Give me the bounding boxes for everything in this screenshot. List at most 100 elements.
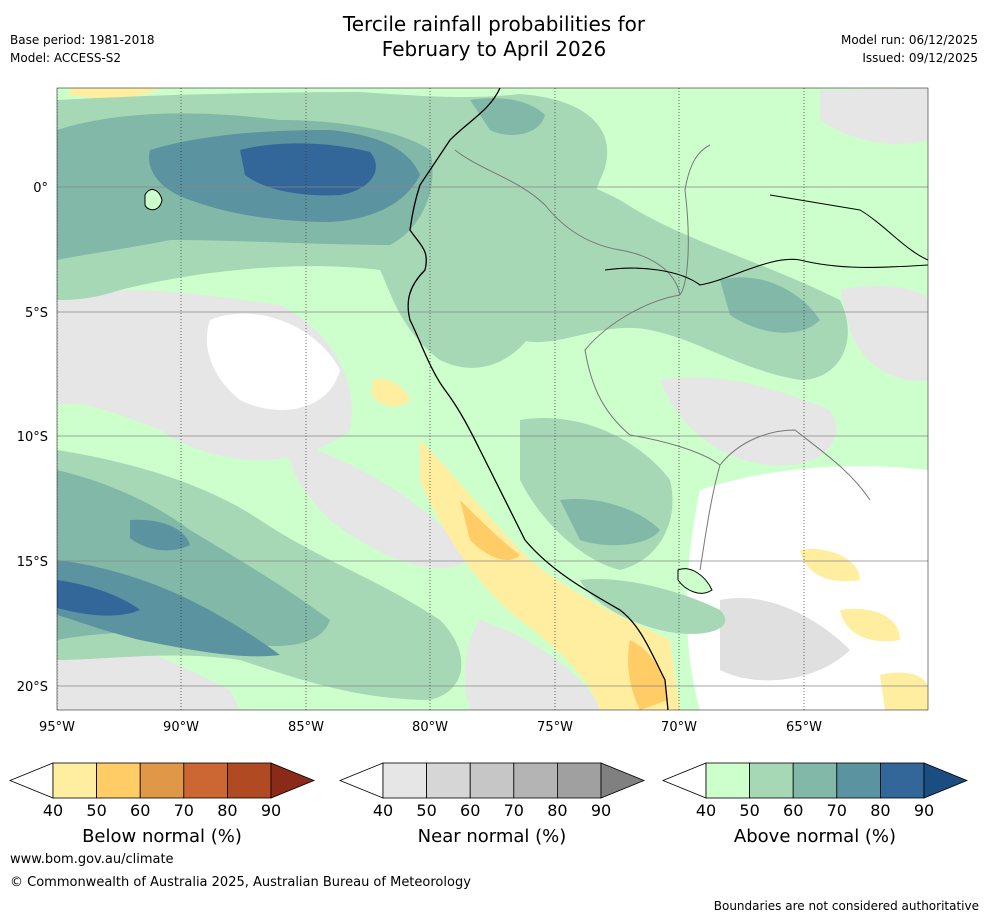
meta-right: Model run: 06/12/2025 Issued: 09/12/2025 xyxy=(841,31,978,67)
lon-label-85w: 85°W xyxy=(288,720,324,735)
colorbar-below-swatch xyxy=(52,762,97,799)
colorbar-below: 40 50 60 70 80 90 Below normal (%) xyxy=(8,762,316,847)
above-normal-region xyxy=(580,579,726,634)
lon-label-65w: 65°W xyxy=(786,720,822,735)
map-title: Tercile rainfall probabilities for Febru… xyxy=(0,12,988,62)
colorbar-near-swatch xyxy=(557,762,602,799)
colorbar-below-swatch xyxy=(183,762,228,799)
colorbar-above: 40 50 60 70 80 90 Above normal (%) xyxy=(661,762,969,847)
lat-label-5s: 5°S xyxy=(25,306,48,321)
colorbar-below-swatch xyxy=(226,762,272,799)
above-normal-region xyxy=(720,277,820,333)
colorbar-near-tick: 40 xyxy=(373,801,393,820)
above-normal-region xyxy=(560,499,660,546)
lat-label-15s: 15°S xyxy=(17,555,48,570)
colorbar-near-label: Near normal (%) xyxy=(418,826,567,847)
colorbar-above-tick: 70 xyxy=(827,801,847,820)
colorbar-above-tick: 80 xyxy=(870,801,890,820)
website-link[interactable]: www.bom.gov.au/climate xyxy=(10,852,174,867)
colorbar-near-swatch xyxy=(382,762,427,799)
map-frame xyxy=(56,87,929,711)
colorbar-near-min-extend xyxy=(338,762,384,799)
near-normal-region xyxy=(820,88,928,144)
colorbar-above-tick: 90 xyxy=(914,801,934,820)
lon-label-75w: 75°W xyxy=(537,720,573,735)
colorbar-below-tick: 80 xyxy=(217,801,237,820)
colorbar-near: 40 50 60 70 80 90 Near normal (%) xyxy=(338,762,646,847)
above-normal-region xyxy=(470,98,545,135)
colorbar-near-tick: 50 xyxy=(416,801,436,820)
colorbar-above-swatch xyxy=(880,762,925,799)
colorbar-above-swatch xyxy=(792,762,838,799)
near-normal-region xyxy=(720,598,850,681)
boundary-disclaimer: Boundaries are not considered authoritat… xyxy=(713,899,979,913)
lon-label-90w: 90°W xyxy=(163,720,199,735)
colorbar-below-tick: 70 xyxy=(174,801,194,820)
colorbar-below-tick: 90 xyxy=(261,801,281,820)
colorbar-below-tick: 50 xyxy=(86,801,106,820)
colorbar-near-swatch xyxy=(469,762,515,799)
title-line-1: Tercile rainfall probabilities for xyxy=(342,12,646,36)
below-normal-region xyxy=(372,378,410,407)
near-normal-region xyxy=(289,440,470,568)
country-borders xyxy=(454,144,871,571)
colorbar-below-swatch xyxy=(96,762,141,799)
below-normal-region xyxy=(628,640,668,710)
colorbar-above-label: Above normal (%) xyxy=(734,826,896,847)
near-normal-region xyxy=(840,285,928,381)
model-run: Model run: 06/12/2025 xyxy=(840,33,978,47)
model-name: Model: ACCESS-S2 xyxy=(10,51,122,65)
below-normal-region xyxy=(800,549,860,582)
title-line-2: February to April 2026 xyxy=(381,37,607,61)
colorbar-below-label: Below normal (%) xyxy=(82,826,242,847)
below-normal-region xyxy=(840,608,900,642)
lat-label-0: 0° xyxy=(33,181,48,196)
colorbar-below-swatch xyxy=(139,762,185,799)
above-normal-region xyxy=(57,560,280,657)
colorbar-below-max-extend xyxy=(270,762,316,799)
colorbar-near-max-extend xyxy=(600,762,646,799)
no-signal-region xyxy=(206,313,340,410)
colorbar-below-tick: 60 xyxy=(130,801,150,820)
base-period: Base period: 1981-2018 xyxy=(10,33,155,47)
gridlines xyxy=(57,88,928,710)
copyright-notice: © Commonwealth of Australia 2025, Austra… xyxy=(10,875,471,890)
colorbar-near-tick: 80 xyxy=(547,801,567,820)
colorbar-above-min-extend xyxy=(661,762,707,799)
colorbar-above-tick: 50 xyxy=(739,801,759,820)
colorbar-near-swatch xyxy=(513,762,558,799)
lake-titicaca xyxy=(677,568,713,594)
colorbar-near-tick: 60 xyxy=(460,801,480,820)
below-normal-region xyxy=(420,440,680,710)
issued-date: Issued: 09/12/2025 xyxy=(862,51,978,65)
colorbar-near-tick: 70 xyxy=(504,801,524,820)
colorbar-below-tick: 40 xyxy=(43,801,63,820)
colorbar-above-max-extend xyxy=(923,762,969,799)
lat-label-20s: 20°S xyxy=(17,680,48,695)
below-normal-region xyxy=(70,88,160,99)
colorbar-above-tick: 40 xyxy=(696,801,716,820)
lon-label-80w: 80°W xyxy=(412,720,448,735)
below-normal-region xyxy=(460,500,520,560)
galapagos-islands xyxy=(144,189,163,211)
above-normal-region xyxy=(240,143,376,196)
colorbar-below-min-extend xyxy=(8,762,54,799)
above-normal-region xyxy=(57,580,140,616)
colorbar-near-swatch xyxy=(426,762,471,799)
below-normal-region xyxy=(880,672,928,710)
probability-fields xyxy=(57,88,928,710)
lon-label-95w: 95°W xyxy=(39,720,75,735)
river-negro xyxy=(769,194,928,261)
near-normal-region xyxy=(660,377,837,466)
colorbar-above-swatch xyxy=(749,762,794,799)
near-normal-region xyxy=(464,620,600,710)
colorbar-near-tick: 90 xyxy=(591,801,611,820)
colorbar-legends: 40 50 60 70 80 90 Below normal (%) 40 50 60 70 80 90… xyxy=(8,762,969,847)
meta-left: Base period: 1981-2018 Model: ACCESS-S2 xyxy=(10,31,155,67)
river-amazon xyxy=(604,258,928,286)
colorbar-above-swatch xyxy=(705,762,750,799)
coastline xyxy=(407,88,669,710)
lat-label-10s: 10°S xyxy=(17,430,48,445)
colorbar-above-tick: 60 xyxy=(783,801,803,820)
